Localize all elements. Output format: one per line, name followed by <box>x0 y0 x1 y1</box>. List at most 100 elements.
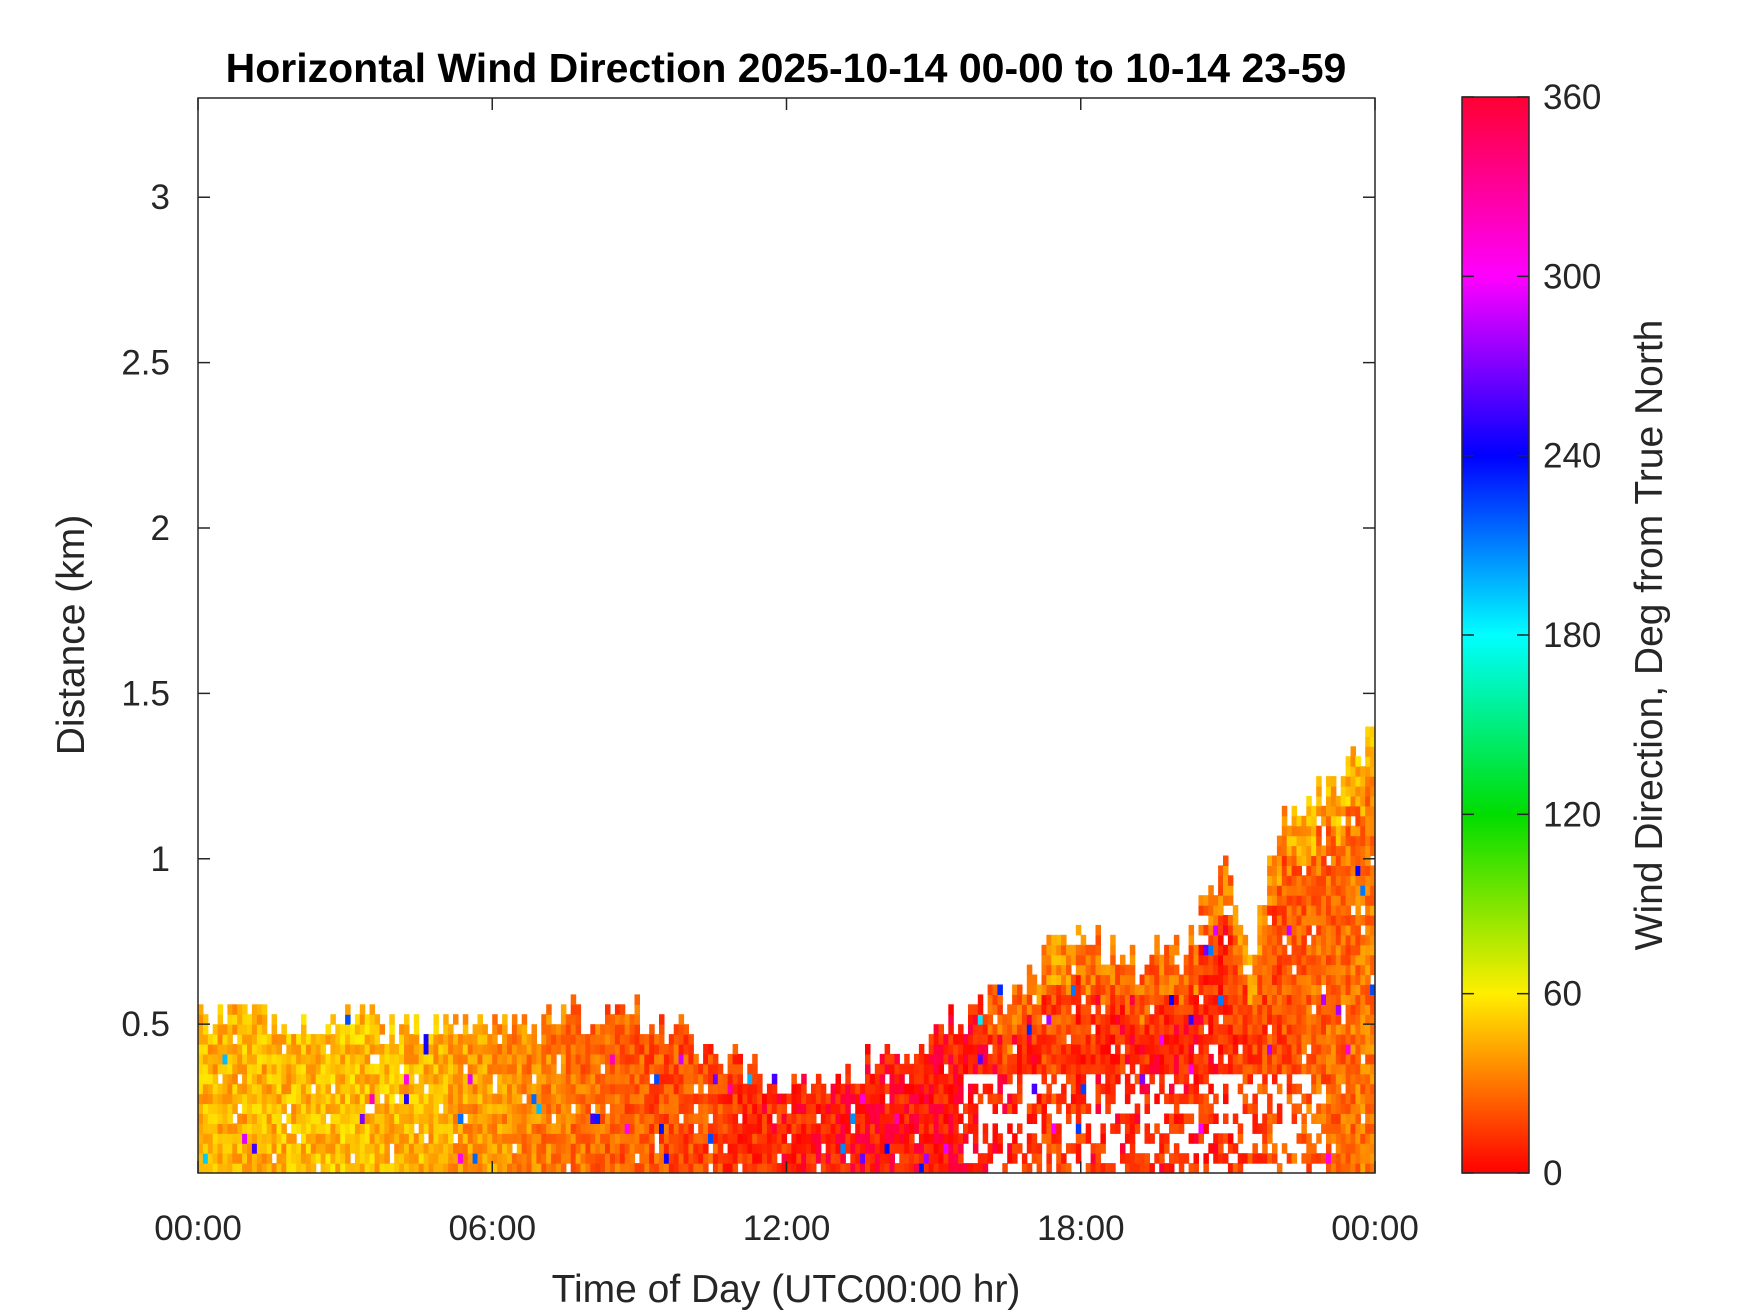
heatmap-cell <box>1046 1153 1052 1164</box>
heatmap-cell <box>472 1143 479 1154</box>
heatmap-cell <box>860 1113 866 1124</box>
heatmap-cell <box>1183 1034 1190 1045</box>
heatmap-cell <box>1365 1034 1371 1045</box>
x-tick-label: 00:00 <box>154 1209 242 1248</box>
heatmap-cell <box>1237 1004 1244 1015</box>
heatmap-cell <box>1061 1014 1067 1025</box>
heatmap-cell <box>1100 964 1106 976</box>
heatmap-cell <box>1321 1024 1327 1035</box>
heatmap-cell <box>1149 1133 1155 1144</box>
heatmap-cell <box>271 1073 278 1085</box>
heatmap-cell <box>1281 1143 1288 1154</box>
heatmap-cell <box>261 1034 268 1045</box>
heatmap-cell <box>752 1053 758 1065</box>
heatmap-cell <box>580 1093 586 1105</box>
heatmap-cell <box>497 1163 503 1173</box>
heatmap-cell <box>1178 1123 1185 1134</box>
heatmap-cell <box>1281 885 1288 896</box>
heatmap-cell <box>1110 1053 1116 1065</box>
heatmap-cell <box>291 1133 297 1144</box>
heatmap-cell <box>453 1093 459 1105</box>
heatmap-cell <box>1355 855 1361 866</box>
heatmap-cell <box>1218 974 1224 985</box>
heatmap-cell <box>865 1113 871 1124</box>
heatmap-cell <box>1017 1024 1023 1035</box>
heatmap-cell <box>1218 915 1224 926</box>
heatmap-cell <box>1237 1063 1244 1075</box>
x-axis-label: Time of Day (UTC00:00 hr) <box>552 1268 1021 1311</box>
heatmap-cell <box>1095 1083 1101 1095</box>
heatmap-cell <box>281 1103 287 1114</box>
heatmap-cell <box>997 1024 1003 1035</box>
heatmap-cell <box>575 1063 582 1075</box>
heatmap-cell <box>1169 1004 1175 1015</box>
heatmap-cell <box>1345 994 1352 1005</box>
heatmap-cell <box>296 1103 302 1114</box>
heatmap-cell <box>987 1053 994 1065</box>
heatmap-cell <box>1321 815 1327 827</box>
heatmap-cell <box>968 1004 974 1015</box>
heatmap-cell <box>909 1093 915 1105</box>
heatmap-cell <box>1286 905 1293 916</box>
heatmap-cell <box>575 1073 582 1085</box>
heatmap-cell <box>1306 885 1312 896</box>
heatmap-cell <box>869 1073 876 1085</box>
heatmap-cell <box>1110 1034 1116 1045</box>
heatmap-cell <box>1350 746 1356 757</box>
heatmap-cell <box>1223 984 1229 995</box>
heatmap-cell <box>1218 1153 1224 1164</box>
heatmap-cell <box>570 1004 577 1015</box>
heatmap-cell <box>379 1063 385 1075</box>
heatmap-cell <box>212 1143 219 1154</box>
heatmap-cell <box>644 1063 650 1075</box>
heatmap-cell <box>1335 1034 1342 1045</box>
heatmap-cell <box>1188 1083 1195 1095</box>
heatmap-cell <box>1056 1044 1062 1055</box>
heatmap-cell <box>482 1053 488 1065</box>
heatmap-cell <box>1350 756 1356 767</box>
heatmap-cell <box>1340 875 1347 886</box>
heatmap-cell <box>1227 974 1234 985</box>
heatmap-cell <box>1183 964 1190 976</box>
heatmap-cell <box>1281 835 1288 847</box>
heatmap-cell <box>1355 1133 1361 1144</box>
heatmap-cell <box>1335 1153 1342 1164</box>
heatmap-cell <box>477 1143 483 1154</box>
heatmap-cell <box>354 1024 361 1035</box>
heatmap-cell <box>296 1113 302 1124</box>
heatmap-cell <box>1340 855 1347 866</box>
heatmap-cell <box>698 1163 704 1173</box>
heatmap-cell <box>644 1053 650 1065</box>
heatmap-cell <box>865 1053 871 1065</box>
heatmap-cell <box>654 1044 660 1055</box>
heatmap-cell <box>909 1103 915 1114</box>
heatmap-cell <box>1070 984 1077 995</box>
heatmap-cell <box>1311 865 1317 876</box>
heatmap-cell <box>1159 1153 1165 1164</box>
heatmap-cell <box>585 1163 591 1173</box>
heatmap-cell <box>1355 766 1361 777</box>
heatmap-cell <box>884 1143 891 1154</box>
heatmap-cell <box>1360 954 1366 966</box>
heatmap-cell <box>1066 994 1072 1005</box>
heatmap-cell <box>982 1024 989 1035</box>
heatmap-cell <box>237 1083 243 1095</box>
heatmap-cell <box>1286 1014 1293 1025</box>
heatmap-cell <box>1252 964 1258 976</box>
heatmap-cell <box>1066 954 1072 966</box>
heatmap-cell <box>1085 1053 1092 1065</box>
heatmap-cell <box>507 1053 513 1065</box>
heatmap-cell <box>1232 905 1239 916</box>
heatmap-cell <box>683 1143 689 1154</box>
heatmap-cell <box>477 1163 483 1173</box>
heatmap-cell <box>1311 1113 1317 1124</box>
heatmap-cell <box>379 1123 385 1134</box>
heatmap-cell <box>575 1083 582 1095</box>
heatmap-cell <box>1051 1093 1057 1105</box>
heatmap-cell <box>757 1103 763 1114</box>
heatmap-cell <box>1124 1073 1131 1085</box>
heatmap-cell <box>948 1034 954 1045</box>
heatmap-cell <box>1017 1123 1023 1134</box>
heatmap-cell <box>1173 1113 1180 1124</box>
heatmap-cell <box>1296 1133 1302 1144</box>
